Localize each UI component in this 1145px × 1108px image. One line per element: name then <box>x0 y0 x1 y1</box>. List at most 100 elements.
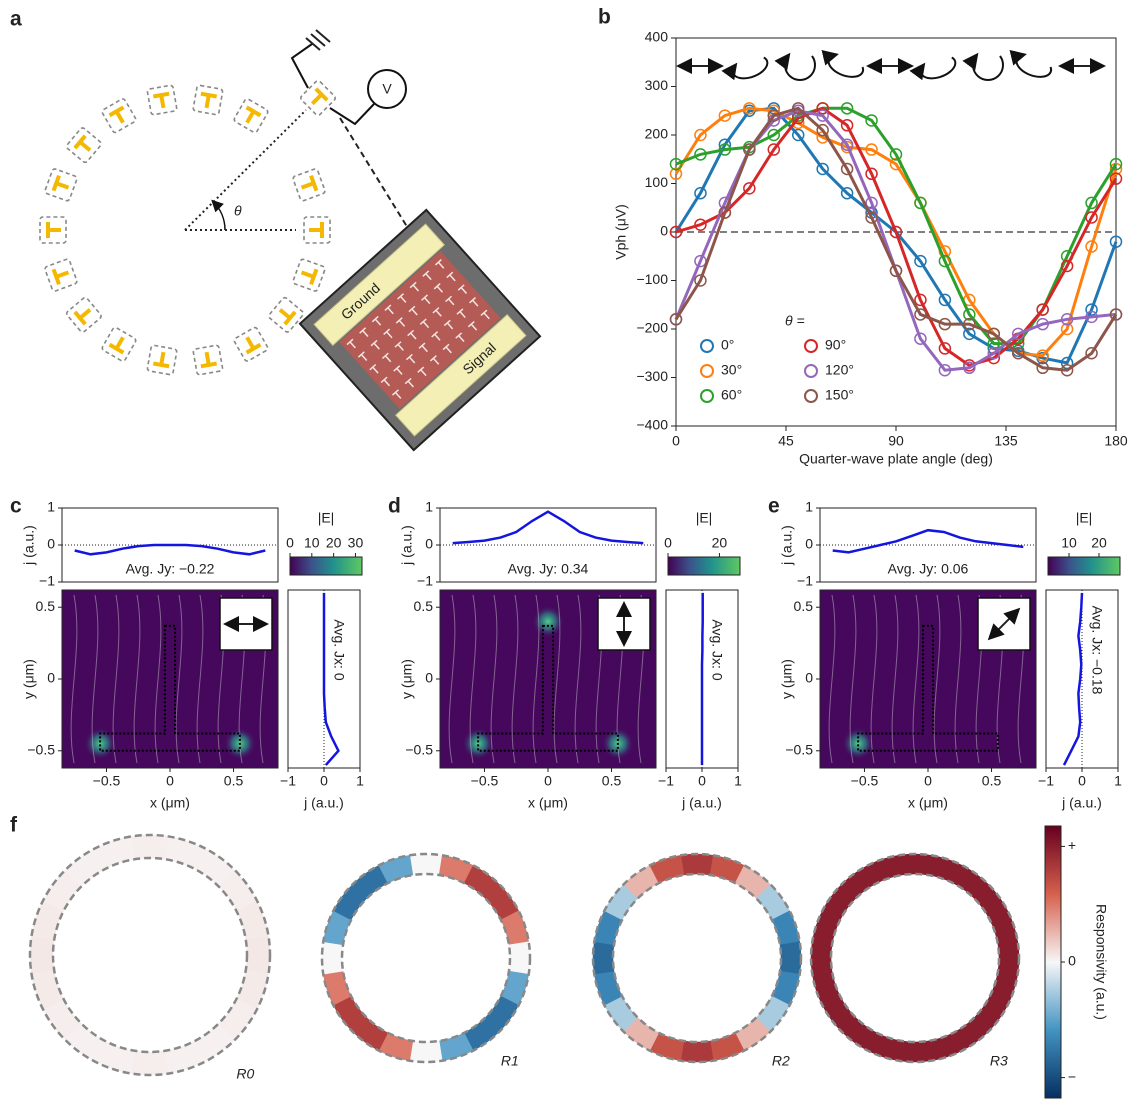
colorbar-tick-label: 20 <box>1091 535 1107 551</box>
x-tick-label: −0.5 <box>471 773 499 789</box>
y-tick-label: 0.5 <box>36 598 56 614</box>
field-hotspot <box>84 728 116 760</box>
ring-segment <box>681 854 714 875</box>
y-tick-label: −300 <box>636 368 668 384</box>
annotation: Avg. Jy: 0.06 <box>888 561 969 577</box>
y-tick-label: 0.5 <box>794 598 814 614</box>
current-profile <box>833 530 1024 552</box>
wire <box>330 104 374 124</box>
ring-outline <box>342 874 510 1042</box>
icon-t <box>52 265 72 285</box>
x-tick-label: 0 <box>924 773 932 789</box>
colorbar <box>1045 826 1061 1098</box>
x-tick-label: −1 <box>1038 773 1054 789</box>
x-tick-label: 45 <box>778 433 794 449</box>
x-axis-label: x (μm) <box>150 795 190 811</box>
ring-segment <box>30 936 54 974</box>
device-icon <box>268 297 305 334</box>
icon-t <box>73 304 95 326</box>
field-hotspot <box>462 728 494 760</box>
icon-t <box>299 175 319 195</box>
icon-t <box>153 92 171 110</box>
device-icon <box>66 297 103 334</box>
y-tick-label: −200 <box>636 320 668 336</box>
y-tick-label: 0 <box>425 670 433 686</box>
x-tick-label: 1 <box>356 773 364 789</box>
ring-segment <box>780 942 801 975</box>
legend-marker <box>701 365 713 377</box>
x-axis-label: Quarter-wave plate angle (deg) <box>799 451 993 467</box>
x-tick-label: 0.5 <box>982 773 1002 789</box>
colorbar-tick-label: 0 <box>664 535 672 551</box>
legend-marker <box>701 390 713 402</box>
y-tick-label: −1 <box>417 573 433 589</box>
colorbar-tick-label: − <box>1068 1068 1076 1084</box>
y-tick-label: 100 <box>645 174 669 190</box>
y-tick-label: −100 <box>636 271 668 287</box>
ring-segment <box>899 1041 932 1062</box>
y-axis-label: Vph (μV) <box>613 204 629 260</box>
colorbar-label: |E| <box>1076 510 1093 526</box>
device-icon <box>304 217 330 243</box>
device-icon <box>44 258 77 291</box>
current-profile <box>453 512 644 543</box>
ring-outline <box>613 874 781 1042</box>
ring-label: R0 <box>236 1066 254 1082</box>
panel-label: e <box>768 495 780 518</box>
legend-label: 30° <box>721 362 742 378</box>
colorbar-tick-label: 10 <box>304 535 320 551</box>
device-icon <box>193 345 223 375</box>
y-tick-label: 400 <box>645 29 669 45</box>
angle-arc <box>213 202 225 230</box>
y-axis-label: j (a.u.) <box>779 525 795 566</box>
ring-outline <box>831 874 999 1042</box>
y-axis-label: y (μm) <box>21 659 37 699</box>
colorbar <box>290 557 362 575</box>
device-icon <box>292 258 325 291</box>
y-tick-label: 1 <box>47 499 55 515</box>
polarization-icon <box>919 55 958 83</box>
colorbar-tick-label: 20 <box>326 535 342 551</box>
y-axis-label: j (a.u.) <box>399 525 415 566</box>
device-icon <box>233 98 269 134</box>
colorbar-label: |E| <box>696 510 713 526</box>
x-axis-label: j (a.u.) <box>1061 795 1102 811</box>
pointer-arrow <box>340 118 414 238</box>
panel-label: c <box>10 495 22 518</box>
ring-segment <box>899 854 932 875</box>
panel-label: b <box>598 6 611 29</box>
ring-outline <box>53 858 247 1052</box>
legend-label: 60° <box>721 387 742 403</box>
x-tick-label: −0.5 <box>93 773 121 789</box>
y-tick-label: −0.5 <box>785 741 813 757</box>
legend-marker <box>805 390 817 402</box>
icon-t <box>199 92 217 110</box>
ring-segment <box>131 1051 169 1075</box>
x-tick-label: 0 <box>672 433 680 449</box>
device-icon <box>147 85 177 115</box>
legend-title: θ = <box>785 313 805 329</box>
polarization-icon <box>785 56 815 80</box>
ring-segment <box>246 936 270 974</box>
icon-t <box>240 106 261 127</box>
y-tick-label: 200 <box>645 126 669 142</box>
panel-label: f <box>10 814 18 837</box>
icon-t <box>299 265 319 285</box>
ring-segment <box>322 942 343 975</box>
annotation: Avg. Jy: −0.22 <box>126 561 215 577</box>
current-profile <box>75 545 266 554</box>
y-tick-label: 0 <box>805 536 813 552</box>
y-tick-label: −0.5 <box>405 741 433 757</box>
device-icon <box>147 345 177 375</box>
annotation: Avg. Jx: 0 <box>709 619 725 680</box>
device-icon <box>101 98 137 134</box>
ring-segment <box>681 1041 714 1062</box>
x-tick-label: 0 <box>698 773 706 789</box>
icon-t <box>153 351 171 369</box>
y-tick-label: 1 <box>425 499 433 515</box>
colorbar-tick-label: 30 <box>348 535 364 551</box>
device-icon <box>101 327 137 363</box>
colorbar-label: |E| <box>318 510 335 526</box>
icon-t <box>52 175 72 195</box>
legend-label: 120° <box>825 362 854 378</box>
